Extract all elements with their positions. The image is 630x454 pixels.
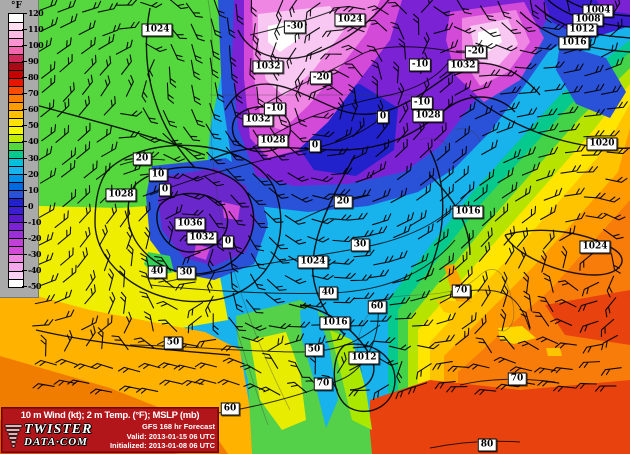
colorbar-tick-mark [22, 253, 27, 255]
region-mexico-cyan-strip [300, 306, 338, 428]
colorbar-cell [9, 14, 23, 23]
colorbar-tick-mark [22, 61, 27, 63]
region-corner-blue-patch [556, 44, 626, 118]
colorbar-cell [9, 94, 23, 103]
colorbar-cell [9, 126, 23, 135]
colorbar-tick-mark [22, 237, 27, 239]
tornado-icon [4, 424, 23, 448]
colorbar-unit-label: °F [11, 1, 22, 11]
colorbar-tick-label: 70 [28, 88, 39, 99]
colorbar-cell [9, 134, 23, 143]
colorbar-cell [9, 214, 23, 223]
region-mexico-yellowgreen [330, 330, 372, 430]
colorbar-cell [9, 30, 23, 39]
colorbar-cell [9, 190, 23, 199]
region-cuba [436, 300, 488, 318]
colorbar-cell [9, 182, 23, 191]
colorbar-tick-mark [22, 205, 27, 207]
colorbar-tick-label: 120 [28, 8, 44, 18]
colorbar-cell [9, 78, 23, 87]
colorbar-tick-mark [22, 286, 27, 287]
colorbar-tick-mark [22, 45, 27, 47]
colorbar-cell [9, 62, 23, 71]
colorbar-tick-label: -20 [28, 232, 41, 243]
colorbar-tick-mark [22, 157, 27, 159]
colorbar-tick-label: 10 [28, 184, 39, 195]
region-mexico-yellow [250, 332, 306, 430]
colorbar-tick-mark [22, 189, 27, 191]
twisterdata-logo: TWISTER DATA·COM [4, 423, 92, 450]
colorbar-cell [9, 118, 23, 127]
colorbar-tick-label: 40 [28, 136, 39, 147]
footer-panel: 10 m Wind (kt); 2 m Temp. (°F); MSLP (mb… [1, 407, 219, 453]
plotted-variables-label: 10 m Wind (kt); 2 m Temp. (°F); MSLP (mb… [20, 410, 200, 421]
colorbar-tick-mark [22, 125, 27, 127]
colorbar-cell [9, 102, 23, 111]
colorbar-cell [9, 86, 23, 95]
colorbar-cell [9, 54, 23, 63]
colorbar-cell [9, 198, 23, 207]
forecast-info: GFS 168 hr Forecast Valid: 2013-01-15 06… [110, 422, 215, 451]
forecast-initialized-line: Initialized: 2013-01-08 06 UTC [109, 441, 215, 450]
colorbar-tick-mark [22, 77, 27, 79]
colorbar-tick-mark [22, 221, 27, 223]
colorbar-cell [9, 206, 23, 215]
colorbar-tick-label: -50 [28, 281, 41, 291]
colorbar-cell [9, 278, 23, 287]
colorbar-cell [9, 22, 23, 31]
region-gulf-red-2 [545, 290, 630, 345]
colorbar-tick-label: -40 [28, 264, 41, 275]
colorbar-tick-label: -10 [28, 216, 41, 227]
colorbar-tick-label: 50 [28, 120, 39, 131]
colorbar-tick-mark [22, 141, 27, 143]
colorbar-cell [9, 238, 23, 247]
colorbar-cell [9, 262, 23, 271]
temperature-colorbar: °F 120 110 100 90 80 70 60 50 40 30 20 10 0 -10 -20 -30… [0, 0, 44, 298]
colorbar-tick-mark [22, 13, 27, 14]
region-gulf-red-1 [370, 380, 630, 454]
logo-line1: TWISTER [24, 422, 93, 438]
colorbar-tick-label: -30 [28, 248, 41, 259]
colorbar-cell [9, 174, 23, 183]
colorbar-cell [9, 38, 23, 47]
colorbar-cell [9, 222, 23, 231]
colorbar-cell [9, 246, 23, 255]
colorbar-tick-label: 20 [28, 168, 39, 179]
forecast-model-line: GFS 168 hr Forecast [142, 422, 215, 431]
colorbar-tick-mark [22, 29, 27, 31]
colorbar-tick-mark [22, 93, 27, 95]
colorbar-cell [9, 158, 23, 167]
colorbar-cell [9, 142, 23, 151]
colorbar-cell [9, 230, 23, 239]
colorbar-tick-mark [22, 269, 27, 271]
logo-line2: DATA·COM [24, 436, 88, 449]
colorbar-cell [9, 110, 23, 119]
colorbar-cell [9, 150, 23, 159]
colorbar-tick-label: 80 [28, 72, 39, 83]
region-rockies-magenta-2 [194, 244, 210, 260]
colorbar-tick-mark [22, 173, 27, 175]
colorbar-cell [9, 270, 23, 279]
colorbar-cell [9, 70, 23, 79]
colorbar-tick-mark [22, 109, 27, 111]
colorbar-tick-label: 60 [28, 104, 39, 115]
colorbar-tick-label: 90 [28, 56, 39, 67]
colorbar-tick-label: 0 [28, 200, 34, 211]
region-puerto-rico [546, 348, 562, 356]
colorbar-cell [9, 166, 23, 175]
colorbar-cell [9, 46, 23, 55]
colorbar-tick-label: 110 [28, 24, 44, 35]
colorbar-tick-label: 100 [28, 40, 44, 51]
colorbar-cells [8, 13, 24, 288]
region-hispaniola [498, 326, 536, 344]
colorbar-tick-label: 30 [28, 152, 39, 163]
colorbar-cell [9, 254, 23, 263]
forecast-valid-line: Valid: 2013-01-15 06 UTC [126, 431, 215, 441]
